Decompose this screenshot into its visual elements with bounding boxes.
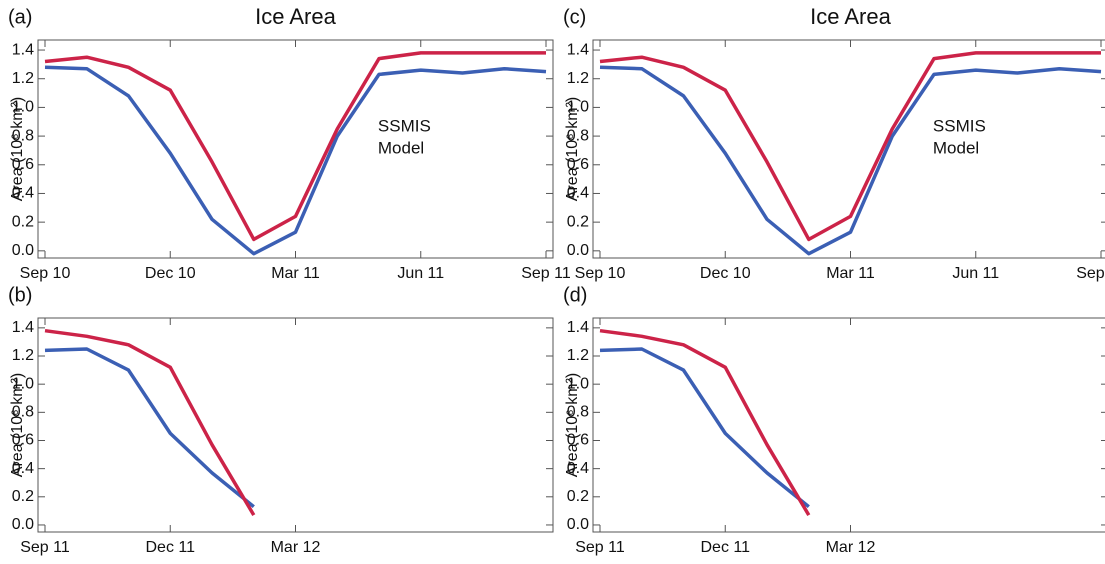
y-tick-label: 1.2 <box>567 70 589 87</box>
series-line <box>44 347 255 509</box>
y-tick-label: 0.6 <box>567 432 589 449</box>
panel-label: (b) <box>8 284 32 306</box>
y-tick-label: 1.4 <box>12 41 34 58</box>
x-tick-label: Sep 11 <box>575 539 625 556</box>
y-tick-label: 0.6 <box>12 432 34 449</box>
x-tick-label: Dec 10 <box>700 265 751 282</box>
x-tick-label: Jun 11 <box>397 265 444 282</box>
y-tick-label: 0.0 <box>567 516 589 533</box>
y-tick-label: 0.0 <box>12 242 34 259</box>
series-line <box>599 65 1102 256</box>
series-line <box>599 328 811 516</box>
series-line <box>599 51 1101 242</box>
x-tick-label: Mar 11 <box>271 265 320 282</box>
y-tick-label: 0.4 <box>12 460 34 477</box>
x-tick-label: Dec 11 <box>145 539 195 556</box>
x-tick-label: Sep 10 <box>20 265 71 282</box>
y-tick-label: 0.8 <box>567 127 589 144</box>
y-axis-label: Area (10⁶ km²) <box>9 373 26 477</box>
y-tick-label: 0.4 <box>567 185 589 202</box>
panel-label: (c) <box>563 6 586 28</box>
y-tick-label: 0.8 <box>12 404 34 421</box>
y-tick-label: 0.4 <box>12 185 34 202</box>
y-tick-label: 0.0 <box>567 242 589 259</box>
panel-label: (a) <box>8 6 32 28</box>
x-tick-label: Sep 11 <box>521 265 571 282</box>
x-tick-label: Dec 10 <box>145 265 196 282</box>
y-tick-label: 0.8 <box>567 404 589 421</box>
legend-entry: SSMIS <box>933 117 986 136</box>
series-line <box>599 347 810 509</box>
x-tick-label: Sep 11 <box>1076 265 1105 282</box>
chart-title: Ice Area <box>255 4 336 29</box>
x-tick-label: Mar 12 <box>271 539 321 556</box>
x-tick-label: Sep 10 <box>575 265 626 282</box>
y-tick-label: 1.2 <box>567 347 589 364</box>
x-tick-label: Sep 11 <box>20 539 70 556</box>
plot-frame <box>37 317 554 533</box>
x-tick-label: Mar 12 <box>826 539 876 556</box>
y-tick-label: 1.4 <box>567 319 589 336</box>
y-tick-label: 1.0 <box>567 99 589 116</box>
plot-frame <box>592 317 1105 533</box>
y-tick-label: 1.0 <box>12 375 34 392</box>
x-tick-label: Mar 11 <box>826 265 875 282</box>
y-tick-label: 0.6 <box>12 156 34 173</box>
x-tick-label: Dec 11 <box>700 539 750 556</box>
y-axis-label: Area (10⁶ km²) <box>9 97 26 201</box>
y-tick-label: 0.2 <box>567 488 589 505</box>
y-tick-label: 0.4 <box>567 460 589 477</box>
y-tick-label: 0.8 <box>12 127 34 144</box>
y-tick-label: 1.0 <box>567 375 589 392</box>
y-tick-label: 0.2 <box>12 213 34 230</box>
legend-entry: SSMIS <box>378 117 431 136</box>
y-tick-label: 1.2 <box>12 347 34 364</box>
legend-entry: Model <box>933 139 979 158</box>
y-tick-label: 0.6 <box>567 156 589 173</box>
panel-label: (d) <box>563 284 587 306</box>
y-axis-label: Area (10⁶ km²) <box>564 373 581 477</box>
y-axis-label: Area (10⁶ km²) <box>564 97 581 201</box>
y-tick-label: 1.4 <box>567 41 589 58</box>
y-tick-label: 1.2 <box>12 70 34 87</box>
y-tick-label: 0.2 <box>12 488 34 505</box>
series-line <box>44 65 547 256</box>
series-line <box>44 51 546 242</box>
y-tick-label: 1.4 <box>12 319 34 336</box>
legend-entry: Model <box>378 139 424 158</box>
y-tick-label: 0.0 <box>12 516 34 533</box>
x-tick-label: Jun 11 <box>952 265 999 282</box>
y-tick-label: 1.0 <box>12 99 34 116</box>
series-line <box>44 328 256 516</box>
chart-title: Ice Area <box>810 4 891 29</box>
y-tick-label: 0.2 <box>567 213 589 230</box>
